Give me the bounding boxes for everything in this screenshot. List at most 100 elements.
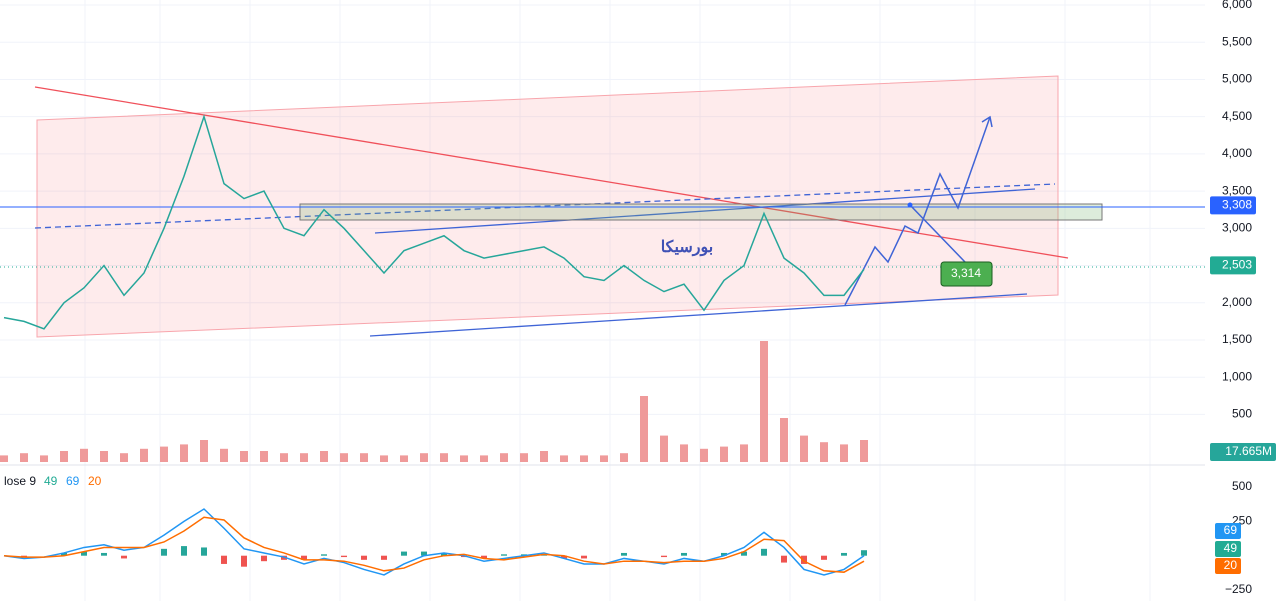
y-tick-label: 5,000: [1222, 72, 1252, 86]
volume-bar: [280, 453, 288, 462]
projection: [844, 116, 991, 306]
y-tick-label: 3,500: [1222, 183, 1252, 197]
legend-param: 49: [44, 474, 58, 488]
volume-bar: [620, 453, 628, 462]
volume-bar: [220, 448, 228, 462]
volume-bar: [380, 455, 388, 462]
histogram-bar: [781, 555, 787, 563]
price-marker-label: 3,308: [1222, 198, 1252, 212]
target-box: [940, 261, 993, 287]
histogram-bar: [421, 551, 427, 556]
histogram-bar: [221, 555, 227, 564]
axis-bg: [1205, 0, 1280, 601]
histogram-bar: [841, 552, 847, 556]
price-marker-label: 2,503: [1222, 257, 1252, 271]
histogram-bar: [501, 554, 507, 556]
histogram-bar: [161, 548, 167, 556]
volume-bar: [0, 455, 8, 462]
volume-label: 17.665M: [1225, 444, 1272, 458]
volume-bar: [40, 455, 48, 462]
volume-bar: [20, 453, 28, 462]
histogram-bar: [341, 555, 347, 558]
volume-bar: [100, 451, 108, 462]
volume-bar: [420, 453, 428, 462]
signal-line: [3, 516, 865, 573]
legend: lose 9: [4, 474, 36, 488]
histogram-bar: [821, 555, 827, 560]
volume-bar: [780, 418, 788, 462]
histogram-bar: [861, 550, 867, 556]
zone: [299, 203, 1103, 221]
price-line: [3, 114, 865, 330]
volume-box: [1210, 443, 1276, 461]
volume-bar: [700, 448, 708, 462]
histogram-bar: [261, 555, 267, 562]
param-label: 69: [1224, 523, 1238, 537]
volume-bar: [340, 453, 348, 462]
histogram-bar: [481, 555, 487, 559]
histogram-bar: [101, 552, 107, 556]
y-tick-label: 3,000: [1222, 220, 1252, 234]
volume-bar: [740, 444, 748, 462]
volume-bar: [640, 396, 648, 462]
y-tick-label: 6,000: [1222, 0, 1252, 11]
y-tick-label: 1,500: [1222, 332, 1252, 346]
volume-bar: [660, 435, 668, 462]
volume-bar: [520, 453, 528, 462]
histogram-bar: [681, 552, 687, 556]
volume-bar: [460, 455, 468, 462]
y-tick-label: −250: [1225, 582, 1252, 596]
histogram-bar: [801, 555, 807, 564]
trend-line: [369, 293, 1028, 337]
volume-bar: [320, 451, 328, 462]
histogram-bar: [61, 552, 67, 556]
histogram-bar: [81, 551, 87, 556]
histogram-bar: [621, 552, 627, 556]
histogram-bar: [381, 555, 387, 560]
histogram-bar: [361, 555, 367, 560]
histogram-bar: [301, 555, 307, 560]
histogram-bar: [181, 546, 187, 556]
volume-bar: [680, 444, 688, 462]
y-tick-label: 4,000: [1222, 146, 1252, 160]
volume-bar: [60, 451, 68, 462]
volume-bar: [180, 444, 188, 462]
price-marker: [1210, 196, 1256, 215]
trend-line: [34, 86, 1069, 259]
y-tick-label: 500: [1232, 407, 1252, 421]
histogram-bar: [401, 551, 407, 556]
volume-bar: [760, 341, 768, 462]
param-box: [1215, 541, 1241, 557]
histogram-bar: [741, 551, 747, 556]
histogram-bar: [581, 555, 587, 559]
volume-bar: [800, 435, 808, 462]
param-label: 20: [1224, 558, 1238, 572]
volume-bar: [240, 451, 248, 462]
legend-param: 69: [66, 474, 80, 488]
histogram-bar: [201, 547, 207, 556]
volume-bar: [500, 453, 508, 462]
volume-bar: [560, 455, 568, 462]
y-tick-label: 4,500: [1222, 109, 1252, 123]
y-tick-label: 2,000: [1222, 295, 1252, 309]
y-tick-label: 500: [1232, 479, 1252, 493]
annotation: بورسیکا: [661, 239, 713, 257]
histogram-bar: [761, 548, 767, 556]
histogram-bar: [441, 552, 447, 556]
price-marker: [1210, 256, 1256, 275]
volume-bar: [80, 448, 88, 462]
volume-bar: [400, 455, 408, 462]
trend-line: [34, 183, 1056, 229]
volume-bar: [540, 451, 548, 462]
y-tick-label: 1,000: [1222, 369, 1252, 383]
param-label: 49: [1224, 541, 1238, 555]
arrow-head: [981, 115, 993, 128]
volume-bar: [140, 448, 148, 462]
histogram-bar: [561, 555, 567, 559]
volume-bar: [200, 440, 208, 462]
volume-bar: [260, 451, 268, 462]
macd-line: [3, 508, 865, 576]
y-tick-label: 5,500: [1222, 34, 1252, 48]
